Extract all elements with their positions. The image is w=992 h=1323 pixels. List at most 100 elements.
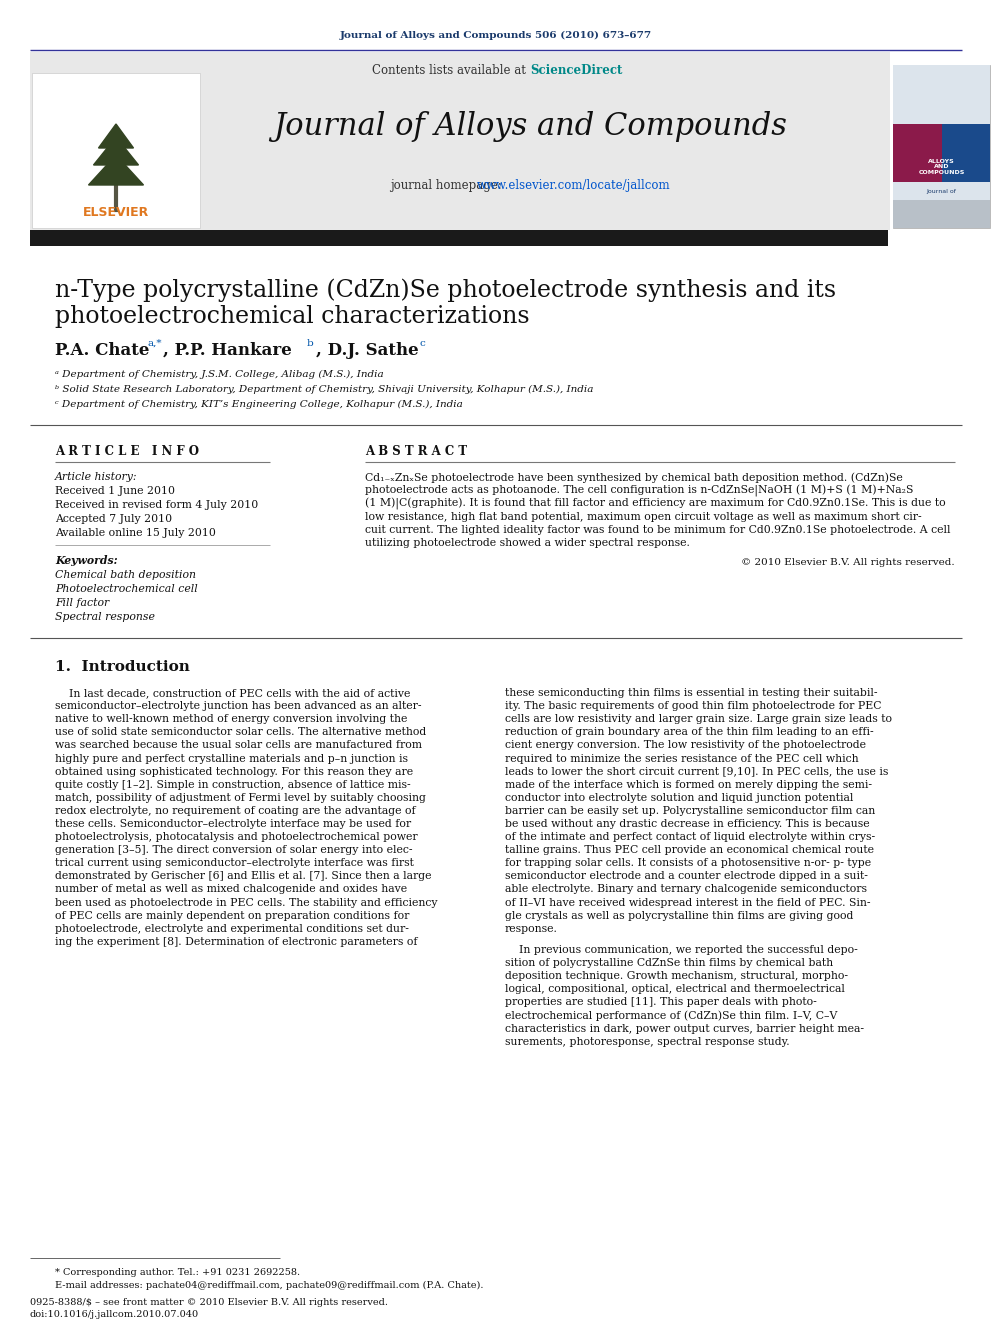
Text: www.elsevier.com/locate/jallcom: www.elsevier.com/locate/jallcom (477, 180, 671, 193)
Text: b: b (307, 339, 313, 348)
Text: ing the experiment [8]. Determination of electronic parameters of: ing the experiment [8]. Determination of… (55, 937, 418, 947)
Text: (1 M)|C(graphite). It is found that fill factor and efficiency are maximum for C: (1 M)|C(graphite). It is found that fill… (365, 499, 945, 511)
Text: cells are low resistivity and larger grain size. Large grain size leads to: cells are low resistivity and larger gra… (505, 714, 892, 724)
Text: been used as photoelectrode in PEC cells. The stability and efficiency: been used as photoelectrode in PEC cells… (55, 897, 437, 908)
Text: properties are studied [11]. This paper deals with photo-: properties are studied [11]. This paper … (505, 998, 816, 1007)
Text: Journal of: Journal of (927, 188, 956, 193)
Text: c: c (420, 339, 426, 348)
Text: Photoelectrochemical cell: Photoelectrochemical cell (55, 583, 197, 594)
Polygon shape (88, 155, 144, 185)
Text: utilizing photoelectrode showed a wider spectral response.: utilizing photoelectrode showed a wider … (365, 538, 689, 548)
Text: number of metal as well as mixed chalcogenide and oxides have: number of metal as well as mixed chalcog… (55, 885, 407, 894)
Text: reduction of grain boundary area of the thin film leading to an effi-: reduction of grain boundary area of the … (505, 728, 874, 737)
Text: gle crystals as well as polycrystalline thin films are giving good: gle crystals as well as polycrystalline … (505, 910, 853, 921)
Text: Cd₁₋ₓZnₓSe photoelectrode have been synthesized by chemical bath deposition meth: Cd₁₋ₓZnₓSe photoelectrode have been synt… (365, 472, 903, 483)
Text: ScienceDirect: ScienceDirect (530, 64, 622, 77)
Text: Keywords:: Keywords: (55, 556, 118, 566)
Text: semiconductor electrode and a counter electrode dipped in a suit-: semiconductor electrode and a counter el… (505, 872, 868, 881)
Text: able electrolyte. Binary and ternary chalcogenide semiconductors: able electrolyte. Binary and ternary cha… (505, 885, 867, 894)
Text: sition of polycrystalline CdZnSe thin films by chemical bath: sition of polycrystalline CdZnSe thin fi… (505, 958, 833, 968)
Text: of the intimate and perfect contact of liquid electrolyte within crys-: of the intimate and perfect contact of l… (505, 832, 875, 843)
Bar (941, 124, 990, 183)
Bar (32, 73, 200, 228)
Text: photoelectrode acts as photoanode. The cell configuration is n-CdZnSe|NaOH (1 M): photoelectrode acts as photoanode. The c… (365, 486, 914, 497)
Text: required to minimize the series resistance of the PEC cell which: required to minimize the series resistan… (505, 754, 859, 763)
Text: talline grains. Thus PEC cell provide an economical chemical route: talline grains. Thus PEC cell provide an… (505, 845, 874, 855)
Text: conductor into electrolyte solution and liquid junction potential: conductor into electrolyte solution and … (505, 792, 853, 803)
Text: ᵃ Department of Chemistry, J.S.M. College, Alibag (M.S.), India: ᵃ Department of Chemistry, J.S.M. Colleg… (55, 370, 384, 380)
Text: photoelectrolysis, photocatalysis and photoelectrochemical power: photoelectrolysis, photocatalysis and ph… (55, 832, 418, 843)
Text: was searched because the usual solar cells are manufactured from: was searched because the usual solar cel… (55, 741, 422, 750)
Text: electrochemical performance of (CdZn)Se thin film. I–V, C–V: electrochemical performance of (CdZn)Se … (505, 1011, 837, 1021)
Text: logical, compositional, optical, electrical and thermoelectrical: logical, compositional, optical, electri… (505, 984, 845, 994)
Text: In previous communication, we reported the successful depo-: In previous communication, we reported t… (505, 945, 858, 955)
Text: Journal of Alloys and Compounds: Journal of Alloys and Compounds (273, 111, 787, 143)
Text: be used without any drastic decrease in efficiency. This is because: be used without any drastic decrease in … (505, 819, 870, 830)
Text: cient energy conversion. The low resistivity of the photoelectrode: cient energy conversion. The low resisti… (505, 741, 866, 750)
Text: characteristics in dark, power output curves, barrier height mea-: characteristics in dark, power output cu… (505, 1024, 864, 1033)
Text: ELSEVIER: ELSEVIER (83, 205, 149, 218)
Text: journal homepage:: journal homepage: (390, 180, 506, 193)
Text: cuit current. The lighted ideality factor was found to be minimum for Cd0.9Zn0.1: cuit current. The lighted ideality facto… (365, 525, 950, 534)
Text: ity. The basic requirements of good thin film photoelectrode for PEC: ity. The basic requirements of good thin… (505, 701, 882, 710)
Text: © 2010 Elsevier B.V. All rights reserved.: © 2010 Elsevier B.V. All rights reserved… (741, 558, 955, 568)
Text: response.: response. (505, 923, 558, 934)
Text: Fill factor: Fill factor (55, 598, 109, 609)
Text: Received 1 June 2010: Received 1 June 2010 (55, 486, 175, 496)
Text: * Corresponding author. Tel.: +91 0231 2692258.: * Corresponding author. Tel.: +91 0231 2… (55, 1267, 301, 1277)
Text: In last decade, construction of PEC cells with the aid of active: In last decade, construction of PEC cell… (55, 688, 411, 699)
Text: for trapping solar cells. It consists of a photosensitive n-or- p- type: for trapping solar cells. It consists of… (505, 859, 871, 868)
Bar (893, 65, 990, 228)
Text: photoelectrode, electrolyte and experimental conditions set dur-: photoelectrode, electrolyte and experime… (55, 923, 409, 934)
Polygon shape (93, 138, 139, 165)
Text: leads to lower the short circuit current [9,10]. In PEC cells, the use is: leads to lower the short circuit current… (505, 766, 889, 777)
Bar (893, 200, 990, 228)
Text: Spectral response: Spectral response (55, 613, 155, 622)
Text: A R T I C L E   I N F O: A R T I C L E I N F O (55, 445, 199, 458)
Text: E-mail addresses: pachate04@rediffmail.com, pachate09@rediffmail.com (P.A. Chate: E-mail addresses: pachate04@rediffmail.c… (55, 1281, 483, 1290)
Text: n-Type polycrystalline (CdZn)Se photoelectrode synthesis and its: n-Type polycrystalline (CdZn)Se photoele… (55, 278, 836, 302)
Text: Chemical bath deposition: Chemical bath deposition (55, 570, 196, 579)
Text: made of the interface which is formed on merely dipping the semi-: made of the interface which is formed on… (505, 779, 872, 790)
Text: ALLOYS
AND
COMPOUNDS: ALLOYS AND COMPOUNDS (919, 159, 964, 176)
Text: ᵇ Solid State Research Laboratory, Department of Chemistry, Shivaji University, : ᵇ Solid State Research Laboratory, Depar… (55, 385, 593, 394)
Text: barrier can be easily set up. Polycrystalline semiconductor film can: barrier can be easily set up. Polycrysta… (505, 806, 875, 816)
Text: quite costly [1–2]. Simple in construction, absence of lattice mis-: quite costly [1–2]. Simple in constructi… (55, 779, 411, 790)
Text: Accepted 7 July 2010: Accepted 7 July 2010 (55, 515, 173, 524)
Text: doi:10.1016/j.jallcom.2010.07.040: doi:10.1016/j.jallcom.2010.07.040 (30, 1310, 199, 1319)
Text: generation [3–5]. The direct conversion of solar energy into elec-: generation [3–5]. The direct conversion … (55, 845, 413, 855)
Text: P.A. Chate: P.A. Chate (55, 343, 150, 359)
Polygon shape (98, 124, 134, 148)
Bar (893, 183, 990, 200)
Text: these semiconducting thin films is essential in testing their suitabil-: these semiconducting thin films is essen… (505, 688, 878, 699)
Text: ᶜ Department of Chemistry, KIT’s Engineering College, Kolhapur (M.S.), India: ᶜ Department of Chemistry, KIT’s Enginee… (55, 400, 462, 409)
Text: , D.J. Sathe: , D.J. Sathe (316, 343, 419, 359)
Text: photoelectrochemical characterizations: photoelectrochemical characterizations (55, 306, 530, 328)
Text: of II–VI have received widespread interest in the field of PEC. Sin-: of II–VI have received widespread intere… (505, 897, 871, 908)
Text: Received in revised form 4 July 2010: Received in revised form 4 July 2010 (55, 500, 258, 509)
Text: use of solid state semiconductor solar cells. The alternative method: use of solid state semiconductor solar c… (55, 728, 427, 737)
Text: , P.P. Hankare: , P.P. Hankare (163, 343, 292, 359)
Text: deposition technique. Growth mechanism, structural, morpho-: deposition technique. Growth mechanism, … (505, 971, 848, 982)
Bar (30, 230, 888, 246)
Text: surements, photoresponse, spectral response study.: surements, photoresponse, spectral respo… (505, 1037, 790, 1046)
Text: low resistance, high flat band potential, maximum open circuit voltage as well a: low resistance, high flat band potential… (365, 512, 922, 521)
Text: 0925-8388/$ – see front matter © 2010 Elsevier B.V. All rights reserved.: 0925-8388/$ – see front matter © 2010 El… (30, 1298, 388, 1307)
Bar (893, 65, 990, 124)
Text: Article history:: Article history: (55, 472, 138, 482)
Text: these cells. Semiconductor–electrolyte interface may be used for: these cells. Semiconductor–electrolyte i… (55, 819, 411, 830)
Text: 1.  Introduction: 1. Introduction (55, 660, 189, 673)
Text: of PEC cells are mainly dependent on preparation conditions for: of PEC cells are mainly dependent on pre… (55, 910, 410, 921)
Text: Journal of Alloys and Compounds 506 (2010) 673–677: Journal of Alloys and Compounds 506 (201… (340, 30, 652, 40)
Bar (893, 124, 941, 183)
Text: A B S T R A C T: A B S T R A C T (365, 445, 467, 458)
Text: trical current using semiconductor–electrolyte interface was first: trical current using semiconductor–elect… (55, 859, 414, 868)
Text: demonstrated by Gerischer [6] and Ellis et al. [7]. Since then a large: demonstrated by Gerischer [6] and Ellis … (55, 872, 432, 881)
Text: obtained using sophisticated technology. For this reason they are: obtained using sophisticated technology.… (55, 766, 413, 777)
Text: redox electrolyte, no requirement of coating are the advantage of: redox electrolyte, no requirement of coa… (55, 806, 416, 816)
Text: Contents lists available at: Contents lists available at (372, 64, 530, 77)
Text: semiconductor–electrolyte junction has been advanced as an alter-: semiconductor–electrolyte junction has b… (55, 701, 422, 710)
Text: match, possibility of adjustment of Fermi level by suitably choosing: match, possibility of adjustment of Ferm… (55, 792, 426, 803)
Text: Available online 15 July 2010: Available online 15 July 2010 (55, 528, 216, 538)
Bar (30, 52, 890, 230)
